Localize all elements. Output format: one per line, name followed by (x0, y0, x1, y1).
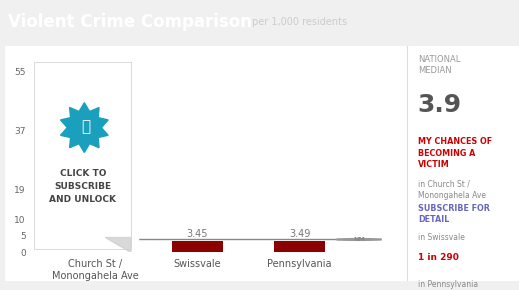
Text: 3.9: 3.9 (418, 93, 462, 117)
Polygon shape (105, 238, 131, 252)
Text: 🔑: 🔑 (81, 119, 90, 134)
Text: SUBSCRIBE FOR
DETAIL: SUBSCRIBE FOR DETAIL (418, 204, 489, 224)
Text: CLICK TO
SUBSCRIBE
AND UNLOCK: CLICK TO SUBSCRIBE AND UNLOCK (49, 169, 116, 204)
Text: in Pennsylvania: in Pennsylvania (418, 280, 478, 289)
Text: 3.45: 3.45 (187, 229, 208, 239)
FancyBboxPatch shape (0, 42, 519, 286)
Polygon shape (61, 103, 108, 153)
Bar (274, 241, 325, 252)
Bar (172, 241, 223, 252)
Text: NM: NM (353, 237, 365, 242)
Text: per 1,000 residents: per 1,000 residents (252, 17, 347, 27)
Text: MY CHANCES OF
BECOMING A
VICTIM: MY CHANCES OF BECOMING A VICTIM (418, 137, 492, 169)
FancyBboxPatch shape (34, 62, 131, 249)
Text: 3.49: 3.49 (289, 229, 310, 239)
Circle shape (336, 239, 381, 240)
Text: in Church St /
Monongahela Ave: in Church St / Monongahela Ave (418, 180, 486, 200)
Text: Violent Crime Comparison: Violent Crime Comparison (8, 13, 252, 31)
Polygon shape (29, 55, 138, 252)
Text: 1 in 290: 1 in 290 (418, 253, 459, 262)
Text: NATIONAL
MEDIAN: NATIONAL MEDIAN (418, 55, 460, 75)
Bar (70, 239, 120, 252)
Text: in Swissvale: in Swissvale (418, 233, 465, 242)
Bar (70, 239, 120, 252)
